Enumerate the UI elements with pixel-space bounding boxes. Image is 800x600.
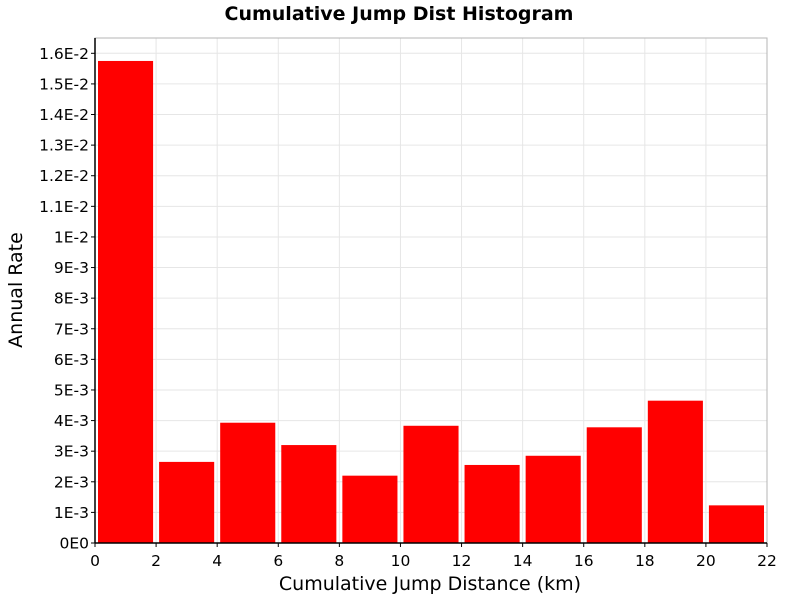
y-tick-label: 8E-3	[54, 290, 89, 308]
x-tick-label: 20	[696, 552, 716, 570]
bar-6	[464, 464, 520, 543]
x-tick-label: 2	[151, 552, 161, 570]
bar-5	[403, 425, 459, 543]
y-tick-label: 5E-3	[54, 381, 89, 399]
bar-2	[220, 422, 276, 543]
y-tick-label: 9E-3	[54, 259, 89, 277]
y-tick-label: 1.4E-2	[39, 106, 89, 124]
y-tick-label: 1.3E-2	[39, 137, 89, 155]
y-tick-label: 7E-3	[54, 320, 89, 338]
x-tick-label: 8	[334, 552, 344, 570]
y-tick-label: 1.2E-2	[39, 167, 89, 185]
y-tick-label: 6E-3	[54, 351, 89, 369]
y-tick-labels: 0E0 1E-3 2E-3 3E-3 4E-3 5E-3 6E-3 7E-3 8E-3 9E-3 1…	[39, 45, 89, 553]
bars	[98, 60, 764, 544]
x-tick-labels: 0 2 4 6 8 10 12 14 16 18 20 22	[90, 552, 777, 570]
y-tick-label: 1E-3	[54, 504, 89, 522]
y-tick-label: 0E0	[59, 535, 89, 553]
x-tick-label: 22	[757, 552, 777, 570]
bar-9	[647, 400, 703, 543]
y-tick-label: 3E-3	[54, 443, 89, 461]
chart-title: Cumulative Jump Dist Histogram	[225, 3, 574, 25]
bar-1	[159, 461, 215, 543]
bar-0	[98, 60, 154, 544]
x-tick-label: 12	[452, 552, 472, 570]
y-tick-label: 1.5E-2	[39, 75, 89, 93]
x-tick-label: 4	[212, 552, 222, 570]
bar-4	[342, 475, 398, 543]
bar-10	[708, 505, 764, 543]
bar-3	[281, 445, 337, 543]
y-tick-label: 1.6E-2	[39, 45, 89, 63]
x-tick-label: 6	[273, 552, 283, 570]
x-tick-label: 0	[90, 552, 100, 570]
y-tick-label: 2E-3	[54, 473, 89, 491]
x-axis-label: Cumulative Jump Distance (km)	[279, 573, 581, 595]
bar-8	[586, 427, 642, 543]
x-tick-label: 18	[635, 552, 655, 570]
x-tick-label: 14	[513, 552, 533, 570]
y-tick-label: 4E-3	[54, 412, 89, 430]
x-tick-label: 10	[391, 552, 411, 570]
y-tick-label: 1.1E-2	[39, 198, 89, 216]
x-tick-label: 16	[574, 552, 594, 570]
y-axis-label: Annual Rate	[5, 232, 27, 348]
y-tick-label: 1E-2	[54, 228, 89, 246]
bar-7	[525, 455, 581, 543]
axes	[91, 38, 768, 547]
